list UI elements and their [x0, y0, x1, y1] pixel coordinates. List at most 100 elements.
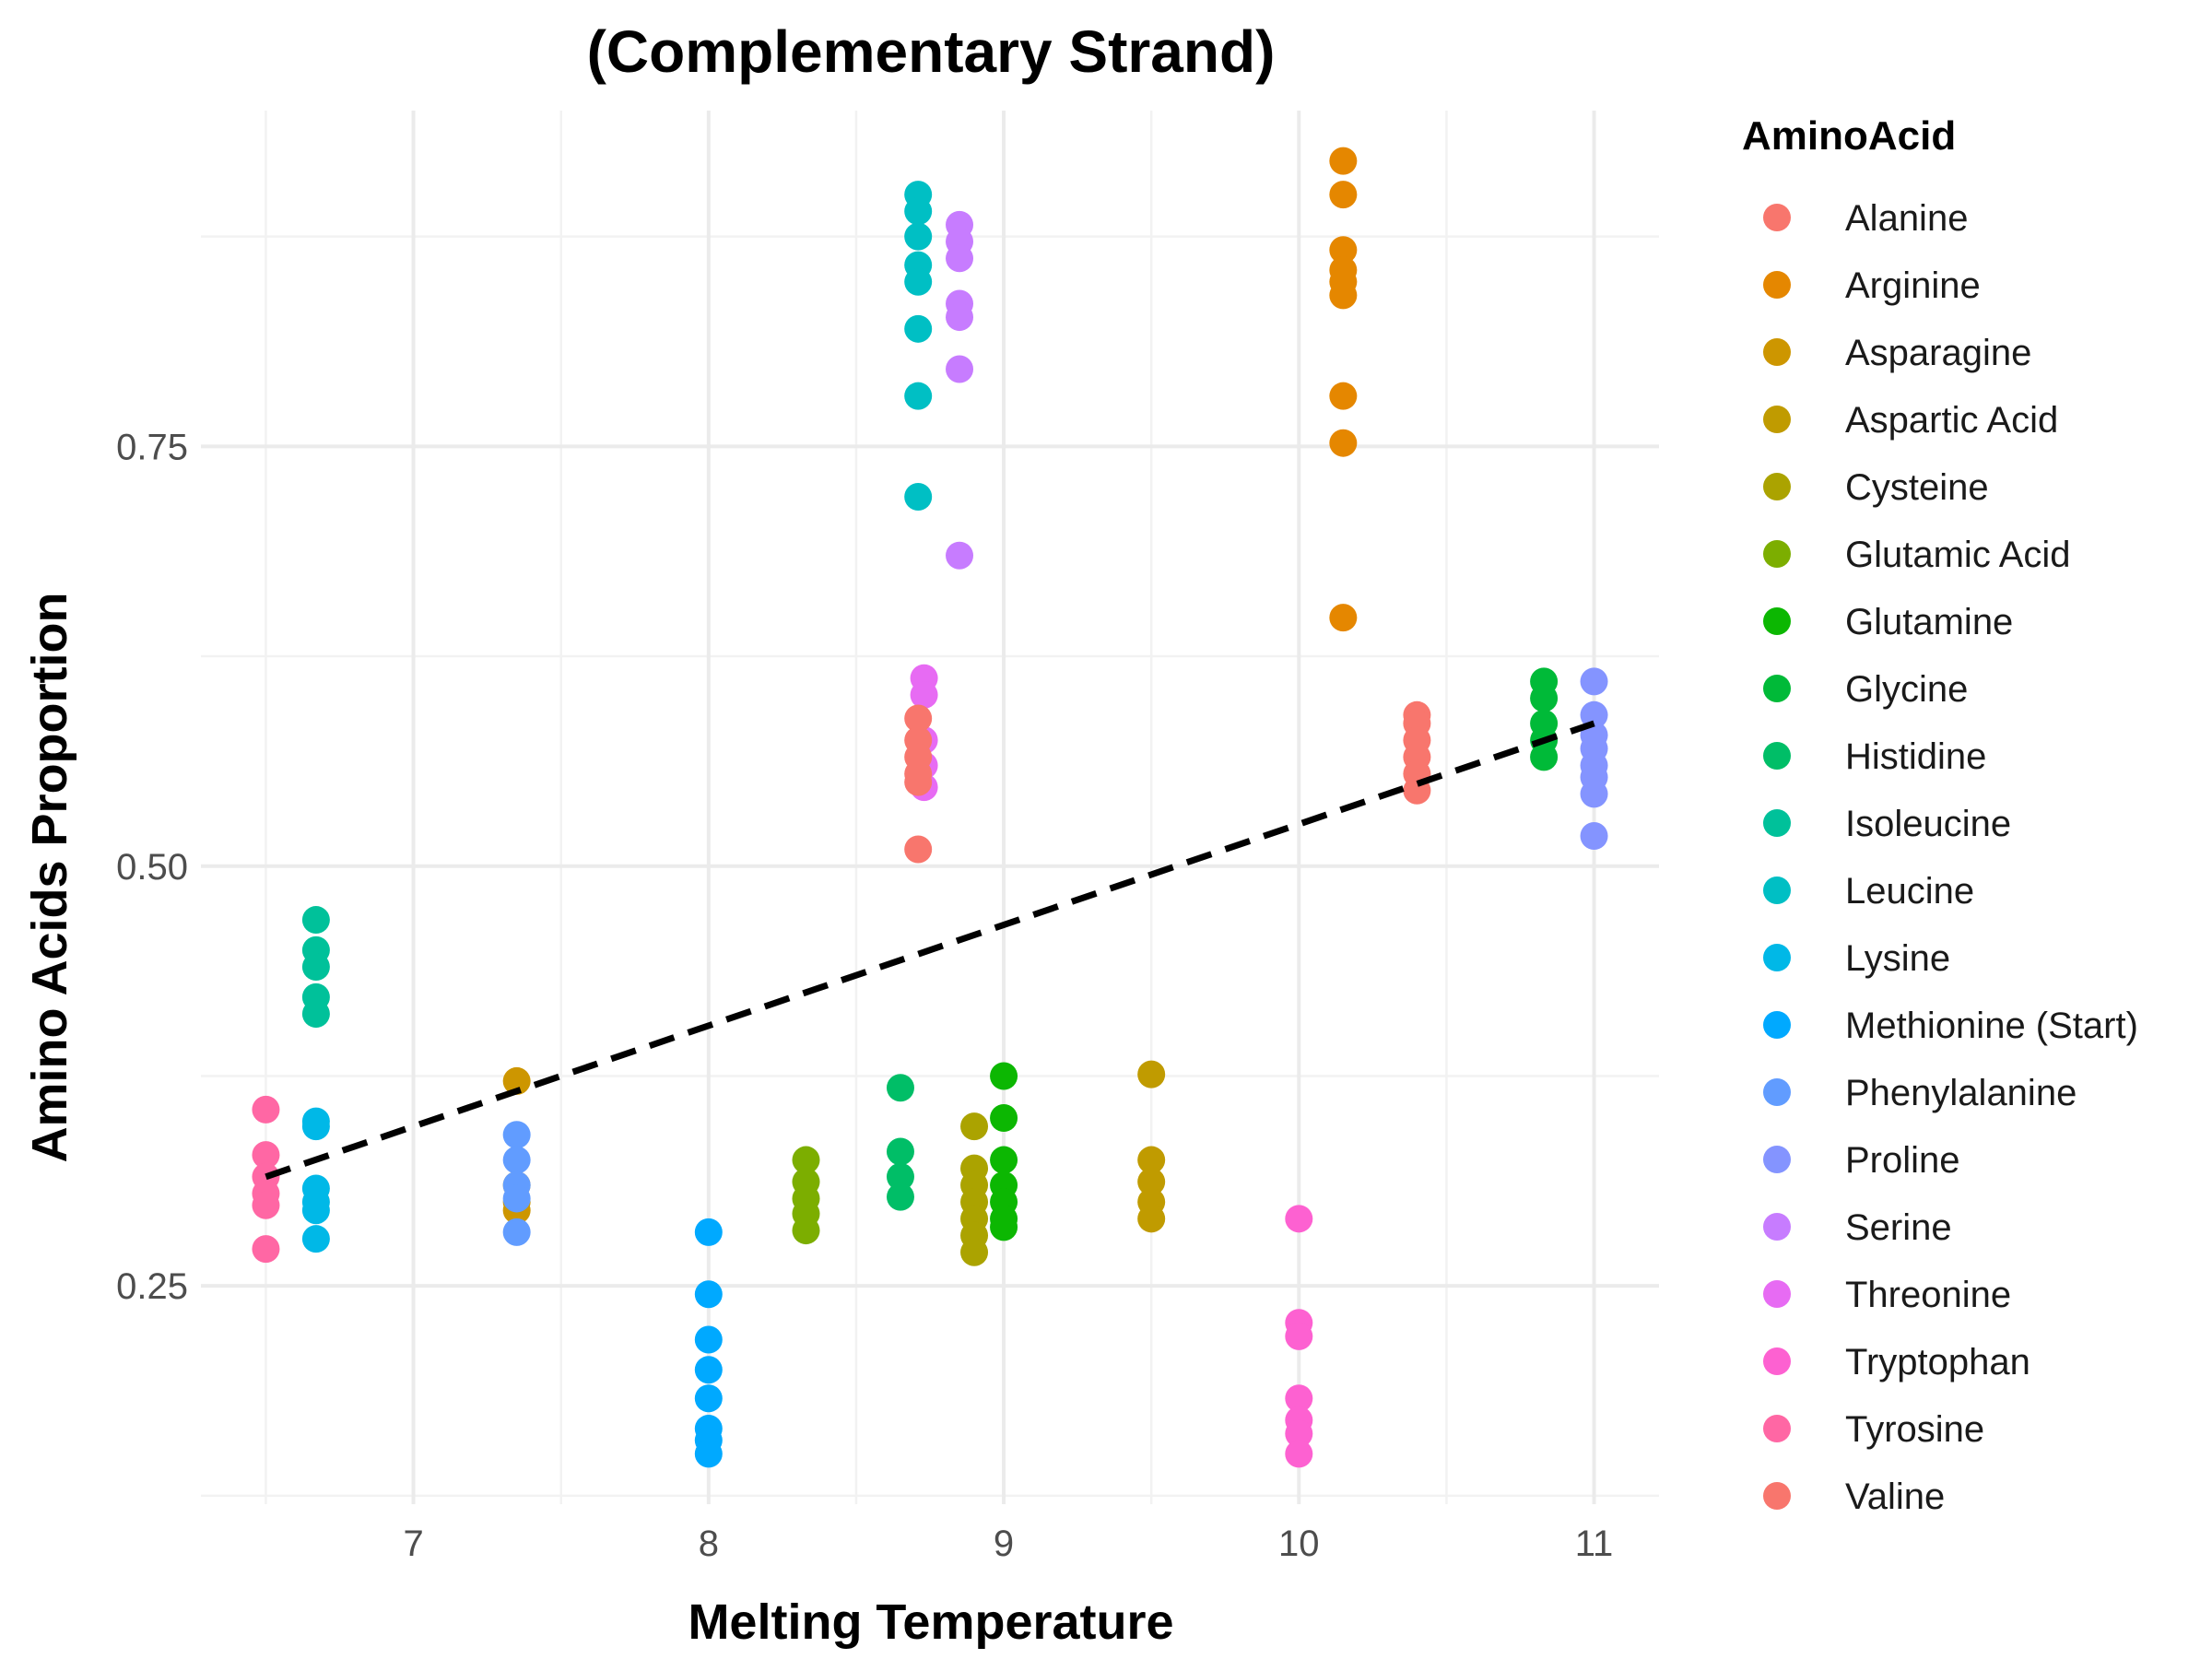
- trend-line: [265, 720, 1595, 1181]
- data-point: [886, 1074, 914, 1102]
- data-point: [990, 1213, 1018, 1241]
- data-point: [946, 355, 974, 383]
- data-point: [1285, 1322, 1313, 1350]
- y-tick-labels: 0.25 0.50 0.75: [116, 427, 188, 1307]
- data-point: [1285, 1440, 1313, 1468]
- legend-swatch: [1763, 338, 1791, 366]
- legend-swatch: [1763, 1482, 1791, 1510]
- legend-swatch: [1763, 1415, 1791, 1442]
- data-point: [694, 1440, 723, 1468]
- data-point: [1580, 700, 1608, 729]
- data-point: [792, 1146, 820, 1174]
- legend-swatch: [1763, 271, 1791, 299]
- data-point: [1285, 1384, 1313, 1413]
- data-point: [904, 222, 933, 251]
- legend-label: Valine: [1845, 1477, 1945, 1517]
- data-point: [910, 680, 938, 709]
- data-point: [252, 1235, 280, 1264]
- data-point: [694, 1384, 723, 1413]
- data-point: [990, 1146, 1018, 1174]
- legend-label: Leucine: [1845, 871, 1974, 912]
- data-point: [1137, 1168, 1166, 1196]
- data-point: [252, 1141, 280, 1170]
- legend-label: Cysteine: [1845, 467, 1989, 508]
- data-point: [1329, 236, 1358, 265]
- data-point: [1329, 147, 1358, 175]
- legend-swatch: [1763, 1011, 1791, 1039]
- data-point: [990, 1062, 1018, 1090]
- data-point: [960, 1238, 989, 1266]
- legend-label: Glutamine: [1845, 602, 2013, 642]
- legend: Alanine Arginine Asparagine Aspartic Acid Cy…: [1763, 198, 2138, 1517]
- data-point: [960, 1112, 989, 1141]
- legend-label: Tryptophan: [1845, 1342, 2030, 1382]
- legend-swatch: [1763, 944, 1791, 971]
- data-point: [904, 768, 933, 796]
- y-tick-label: 0.25: [116, 1266, 188, 1307]
- legend-label: Methionine (Start): [1845, 1006, 2138, 1046]
- data-point: [301, 906, 330, 935]
- y-tick-label: 0.50: [116, 847, 188, 888]
- x-tick-labels: 7 8 9 10 11: [403, 1524, 1613, 1564]
- x-tick-label: 9: [994, 1524, 1014, 1564]
- legend-label: Histidine: [1845, 736, 1986, 777]
- data-point: [886, 1162, 914, 1191]
- data-point: [502, 1184, 531, 1213]
- data-point: [694, 1280, 723, 1309]
- data-point: [301, 1196, 330, 1225]
- data-point: [502, 1218, 531, 1246]
- legend-label: Threonine: [1845, 1275, 2011, 1315]
- y-axis-title: Amino Acids Proportion: [22, 593, 77, 1163]
- data-point: [1329, 382, 1358, 410]
- data-point: [502, 1066, 531, 1095]
- data-point: [1285, 1419, 1313, 1448]
- legend-label: Aspartic Acid: [1845, 400, 2058, 441]
- legend-label: Alanine: [1845, 198, 1968, 239]
- x-tick-label: 10: [1278, 1524, 1320, 1564]
- data-point: [904, 704, 933, 733]
- legend-label: Asparagine: [1845, 333, 2031, 373]
- legend-swatch: [1763, 1146, 1791, 1173]
- legend-swatch: [1763, 607, 1791, 635]
- legend-label: Tyrosine: [1845, 1409, 1984, 1450]
- legend-swatch: [1763, 1213, 1791, 1241]
- y-tick-label: 0.75: [116, 427, 188, 467]
- legend-swatch: [1763, 540, 1791, 568]
- data-point: [1329, 181, 1358, 209]
- legend-label: Lysine: [1845, 938, 1950, 979]
- legend-label: Phenylalanine: [1845, 1073, 2077, 1113]
- legend-swatch: [1763, 1078, 1791, 1106]
- data-point: [904, 197, 933, 226]
- data-point: [694, 1325, 723, 1354]
- data-point: [904, 482, 933, 511]
- data-point: [1580, 780, 1608, 808]
- x-tick-label: 11: [1575, 1524, 1614, 1564]
- trend-layer: [265, 720, 1595, 1181]
- data-point: [1580, 667, 1608, 696]
- legend-swatch: [1763, 1347, 1791, 1375]
- points-layer: [252, 147, 1608, 1468]
- data-point: [1137, 1146, 1166, 1174]
- grid-layer: [201, 111, 1659, 1504]
- legend-swatch: [1763, 877, 1791, 904]
- data-point: [1285, 1205, 1313, 1233]
- data-point: [1137, 1060, 1166, 1088]
- data-point: [904, 267, 933, 296]
- legend-label: Isoleucine: [1845, 804, 2011, 844]
- legend-label: Glycine: [1845, 669, 1968, 710]
- data-point: [301, 1112, 330, 1141]
- data-point: [946, 303, 974, 332]
- x-tick-label: 8: [699, 1524, 719, 1564]
- data-point: [252, 1191, 280, 1219]
- data-point: [946, 244, 974, 273]
- data-point: [252, 1095, 280, 1124]
- data-point: [1530, 743, 1559, 771]
- data-point: [904, 314, 933, 343]
- legend-label: Glutamic Acid: [1845, 535, 2071, 575]
- data-point: [1580, 821, 1608, 850]
- legend-swatch: [1763, 406, 1791, 433]
- x-axis-title: Melting Temperature: [688, 1594, 1173, 1650]
- data-point: [886, 1137, 914, 1166]
